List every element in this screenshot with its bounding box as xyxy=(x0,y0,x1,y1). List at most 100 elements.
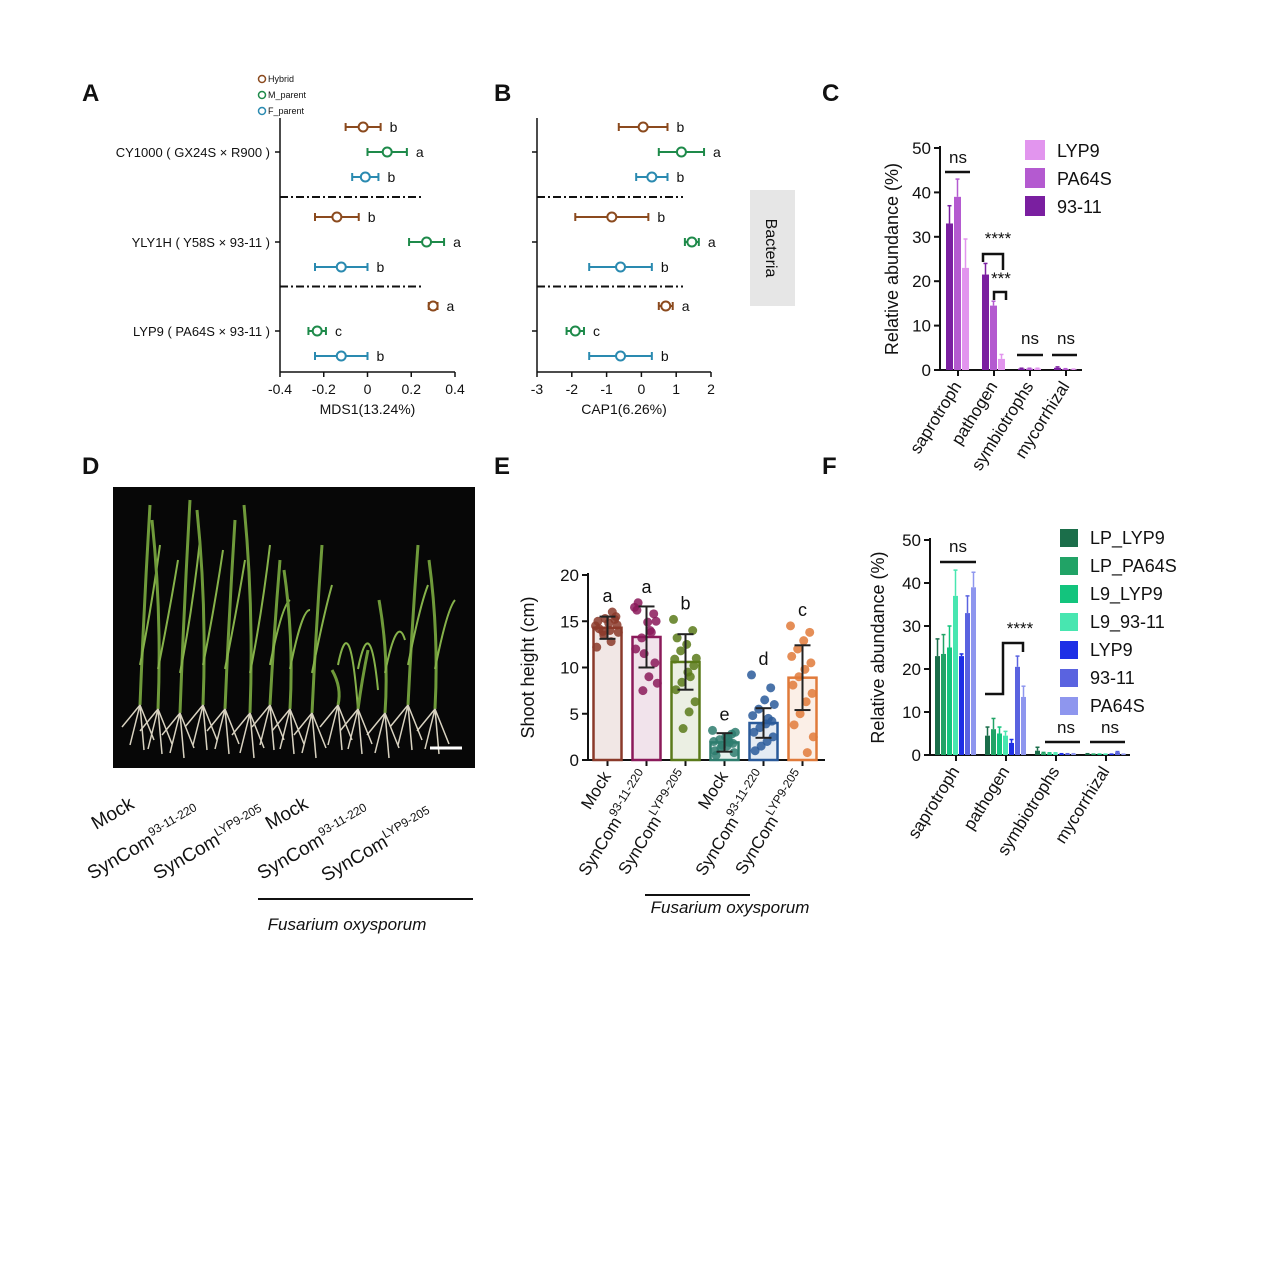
y-tick-label: 5 xyxy=(570,705,579,724)
significance-letter: b xyxy=(368,209,376,225)
bar xyxy=(997,733,1002,755)
bar xyxy=(1009,742,1014,755)
point xyxy=(677,677,687,687)
plant-leaf xyxy=(249,544,271,674)
bar xyxy=(941,653,946,755)
bar xyxy=(1065,754,1070,755)
point xyxy=(652,678,662,688)
legend-swatch xyxy=(1060,641,1078,659)
y-tick-label: 30 xyxy=(902,617,921,636)
plant-shoot xyxy=(178,499,192,714)
point xyxy=(684,707,694,717)
annotation: **** xyxy=(985,229,1012,248)
plant-root xyxy=(366,712,400,759)
point xyxy=(766,683,776,693)
annotation: ns xyxy=(1021,329,1039,348)
point xyxy=(637,121,649,133)
point xyxy=(593,616,603,626)
plant-leaf xyxy=(157,559,179,670)
legend-label: 93-11 xyxy=(1090,668,1135,688)
point xyxy=(730,727,740,737)
point xyxy=(637,633,647,643)
point xyxy=(676,646,686,656)
legend-swatch xyxy=(1060,669,1078,687)
bar xyxy=(965,613,970,755)
y-tick-label: LYP9 ( PA64S × 93-11 ) xyxy=(133,324,270,339)
plant-leaf xyxy=(139,544,161,666)
point xyxy=(685,672,695,682)
annotation: *** xyxy=(991,269,1011,288)
x-axis-label: CAP1(6.26%) xyxy=(581,401,667,417)
legend-label: LYP9 xyxy=(1090,640,1133,660)
bar xyxy=(1018,368,1025,370)
legend-swatch xyxy=(1025,168,1045,188)
y-tick-label: 20 xyxy=(902,660,921,679)
point xyxy=(801,697,811,707)
point xyxy=(691,653,701,663)
x-tick-label: -0.4 xyxy=(268,381,292,397)
bar xyxy=(954,196,961,370)
legend-swatch xyxy=(1025,140,1045,160)
plant-shoot xyxy=(195,509,206,706)
y-tick-label: 20 xyxy=(560,566,579,585)
legend-swatch xyxy=(1025,196,1045,216)
legend-swatch xyxy=(1060,557,1078,575)
point xyxy=(615,261,627,273)
point xyxy=(359,171,371,183)
bar xyxy=(998,358,1005,370)
significance-letter: b xyxy=(390,119,398,135)
point xyxy=(795,709,805,719)
point xyxy=(594,624,604,634)
plant-root xyxy=(231,712,265,759)
significance-letter: c xyxy=(798,600,807,620)
y-tick-label: YLY1H ( Y58S × 93-11 ) xyxy=(132,235,270,250)
plant-root xyxy=(339,708,373,755)
legend-swatch xyxy=(1060,585,1078,603)
point xyxy=(612,620,622,630)
bar xyxy=(982,274,989,370)
point xyxy=(675,146,687,158)
point xyxy=(711,750,721,760)
y-tick-label: 50 xyxy=(902,531,921,550)
bar xyxy=(1054,367,1061,370)
point xyxy=(671,685,681,695)
panel-label: B xyxy=(494,80,511,107)
point xyxy=(802,748,812,758)
bar xyxy=(1026,368,1033,370)
point xyxy=(599,630,609,640)
significance-letter: b xyxy=(377,259,385,275)
significance-letter: b xyxy=(661,348,669,364)
plant-leaf xyxy=(337,642,359,711)
bar xyxy=(962,267,969,370)
plant-shoot xyxy=(282,569,293,710)
x-tick-label: -2 xyxy=(566,381,579,397)
bar xyxy=(1062,369,1069,370)
legend-swatch xyxy=(1060,529,1078,547)
point xyxy=(670,654,680,664)
annotation: ns xyxy=(949,148,967,167)
bar xyxy=(1115,752,1120,755)
point xyxy=(650,658,660,668)
point xyxy=(789,720,799,730)
side-label-box xyxy=(750,190,795,306)
significance-letter: b xyxy=(677,119,685,135)
bar xyxy=(1003,735,1008,755)
significance-letter: a xyxy=(713,144,721,160)
point xyxy=(729,748,739,758)
bar xyxy=(971,587,976,755)
point xyxy=(749,727,759,737)
plant-leaf xyxy=(202,549,224,666)
y-axis-label: Relative abundance (%) xyxy=(868,551,888,743)
significance-letter: a xyxy=(708,234,716,250)
point xyxy=(607,607,617,617)
panel-label: D xyxy=(82,453,99,480)
point xyxy=(592,642,602,652)
significance-letter: b xyxy=(680,593,690,613)
legend-marker xyxy=(257,90,267,100)
legend-label: LYP9 xyxy=(1057,141,1100,161)
bar xyxy=(946,223,953,370)
plant-leaf xyxy=(179,539,201,674)
plant-shoot xyxy=(310,544,324,714)
x-tick-label: 0.2 xyxy=(402,381,422,397)
